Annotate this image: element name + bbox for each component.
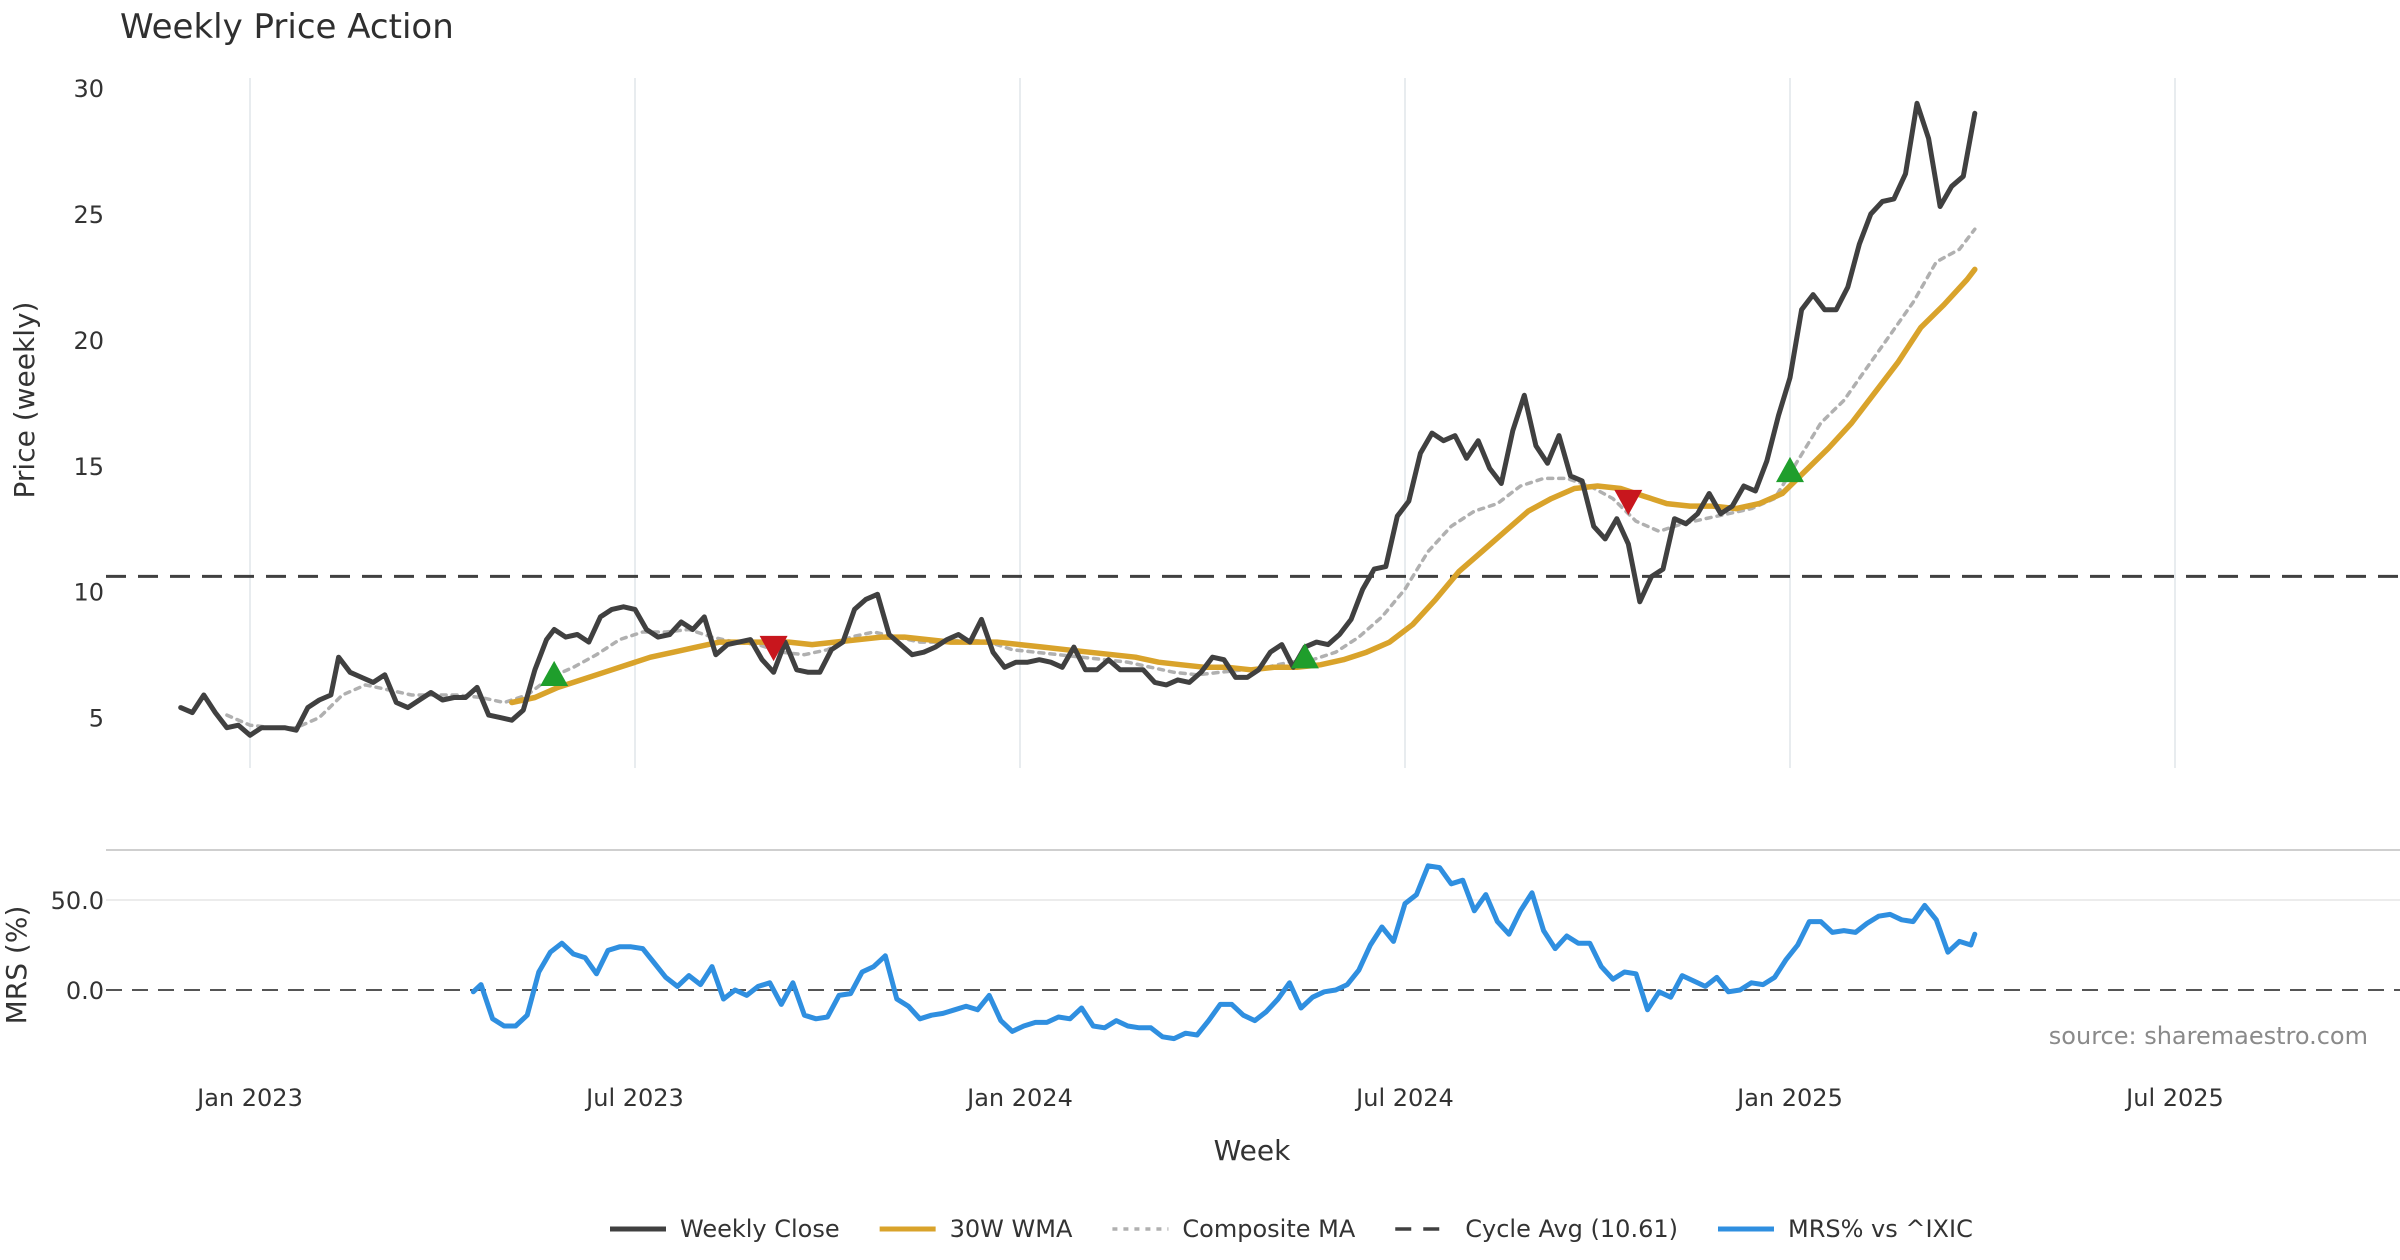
- x-tick-label: Jan 2025: [1735, 1084, 1843, 1112]
- buy-signal-marker: [540, 660, 569, 687]
- x-tick-label: Jul 2025: [2124, 1084, 2224, 1112]
- mrs-y-ticks: 0.0 50.0: [51, 887, 104, 1005]
- source-note: source: sharemaestro.com: [2049, 1022, 2368, 1050]
- price-y-tick: 10: [73, 579, 104, 607]
- mrs-grid: [106, 899, 2400, 991]
- mrs-y-tick: 0.0: [66, 977, 104, 1005]
- x-tick-label: Jul 2023: [584, 1084, 684, 1112]
- legend-label: MRS% vs ^IXIC: [1788, 1215, 1973, 1243]
- mrs-y-axis-label: MRS (%): [0, 906, 33, 1025]
- x-tick-labels: Jan 2023 Jul 2023 Jan 2024 Jul 2024 Jan 2025…: [195, 1084, 2224, 1112]
- price-y-tick: 20: [73, 327, 104, 355]
- mrs-series: [470, 863, 1978, 1042]
- price-y-axis-label: Price (weekly): [8, 302, 41, 499]
- x-tick-label: Jul 2024: [1354, 1084, 1454, 1112]
- x-tick-label: Jan 2024: [965, 1084, 1073, 1112]
- series-30w-wma: [509, 266, 1978, 706]
- chart-title: Weekly Price Action: [120, 7, 454, 47]
- buy-signal-marker: [1776, 456, 1804, 483]
- legend-label: Composite MA: [1182, 1215, 1355, 1243]
- x-tick-label: Jan 2023: [195, 1084, 303, 1112]
- legend-label: Weekly Close: [680, 1215, 840, 1243]
- mrs-y-tick: 50.0: [51, 887, 104, 915]
- price-y-tick: 25: [73, 201, 104, 229]
- legend-label: Cycle Avg (10.61): [1465, 1215, 1678, 1243]
- legend-label: 30W WMA: [950, 1215, 1073, 1243]
- sell-signal-marker: [759, 635, 788, 662]
- price-series: [178, 100, 1978, 738]
- series-weekly-close: [178, 100, 1978, 738]
- x-axis-label: Week: [1214, 1134, 1291, 1167]
- price-y-ticks: 5 10 15 20 25 30: [73, 75, 104, 732]
- price-y-tick: 30: [73, 75, 104, 103]
- price-y-tick: 5: [89, 705, 104, 733]
- series-mrs: [470, 863, 1978, 1042]
- sell-signal-marker: [1614, 489, 1643, 516]
- signal-markers: [540, 456, 1804, 687]
- price-y-tick: 15: [73, 453, 104, 481]
- legend: Weekly Close 30W WMA Composite MA Cycle Avg…: [610, 1215, 1973, 1243]
- buy-signal-marker: [1290, 643, 1319, 669]
- top-grid: [249, 78, 2176, 768]
